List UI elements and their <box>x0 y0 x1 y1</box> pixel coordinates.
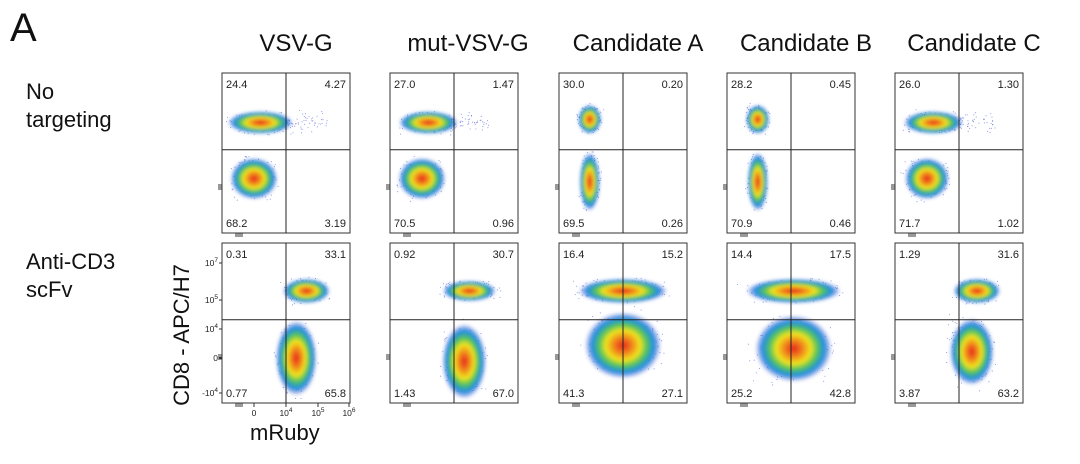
quadrant-percent-upper-right: 0.20 <box>662 79 683 91</box>
y-tick-label: 104 <box>205 323 218 334</box>
quadrant-percent-lower-left: 68.2 <box>226 218 247 230</box>
flow-plot-panel: 27.0 1.47 70.5 0.96 <box>386 72 519 237</box>
y-tick-label: 107 <box>205 257 218 268</box>
quadrant-percent-lower-left: 41.3 <box>563 388 584 400</box>
quadrant-percent-upper-left: 26.0 <box>899 79 920 91</box>
quadrant-percent-upper-right: 33.1 <box>325 249 346 261</box>
flow-plot-panel: 1.29 31.6 3.87 63.2 <box>891 242 1024 407</box>
quadrant-percent-upper-right: 31.6 <box>998 249 1019 261</box>
quadrant-percent-upper-right: 15.2 <box>662 249 683 261</box>
row-label-anti-cd3: Anti-CD3 scFv <box>26 248 115 304</box>
column-title-candidate-c: Candidate C <box>907 30 1041 57</box>
quadrant-percent-lower-right: 67.0 <box>493 388 514 400</box>
quadrant-percent-upper-right: 30.7 <box>493 249 514 261</box>
flow-plot-panel: 24.4 4.27 68.2 3.19 <box>218 72 351 237</box>
quadrant-percent-lower-right: 63.2 <box>998 388 1019 400</box>
quadrant-percent-upper-left: 28.2 <box>731 79 752 91</box>
flow-plot-panel: 28.2 0.45 70.9 0.46 <box>723 72 856 237</box>
quadrant-percent-lower-right: 0.96 <box>493 218 514 230</box>
quadrant-percent-upper-right: 17.5 <box>830 249 851 261</box>
quadrant-percent-lower-right: 0.26 <box>662 218 683 230</box>
quadrant-percent-upper-right: 1.30 <box>998 79 1019 91</box>
flow-plot-panel: 26.0 1.30 71.7 1.02 <box>891 72 1024 237</box>
quadrant-percent-upper-left: 0.31 <box>226 249 247 261</box>
row-label-line: No <box>26 79 55 104</box>
quadrant-percent-lower-left: 70.5 <box>394 218 415 230</box>
quadrant-percent-upper-left: 1.29 <box>899 249 920 261</box>
quadrant-percent-lower-right: 65.8 <box>325 388 346 400</box>
column-title-mut-vsvg: mut-VSV-G <box>407 30 529 57</box>
x-tick-label: 106 <box>342 407 355 418</box>
quadrant-percent-upper-left: 16.4 <box>563 249 584 261</box>
quadrant-percent-lower-left: 70.9 <box>731 218 752 230</box>
row-label-line: targeting <box>26 107 112 132</box>
flow-plot-panel: 30.0 0.20 69.5 0.26 <box>555 72 688 237</box>
row-label-no-targeting: No targeting <box>26 78 112 134</box>
quadrant-percent-upper-left: 27.0 <box>394 79 415 91</box>
quadrant-percent-lower-right: 1.02 <box>998 218 1019 230</box>
y-tick-label: -104 <box>202 387 218 398</box>
y-tick-label: 0 <box>213 353 218 363</box>
quadrant-percent-lower-left: 69.5 <box>563 218 584 230</box>
quadrant-percent-upper-right: 1.47 <box>493 79 514 91</box>
quadrant-percent-upper-left: 14.4 <box>731 249 752 261</box>
quadrant-percent-lower-right: 3.19 <box>325 218 346 230</box>
column-title-vsvg: VSV-G <box>259 30 333 57</box>
row-label-line: scFv <box>26 277 73 302</box>
column-title-candidate-a: Candidate A <box>572 30 704 57</box>
quadrant-percent-upper-left: 0.92 <box>394 249 415 261</box>
quadrant-percent-upper-right: 0.45 <box>830 79 851 91</box>
flow-plot-panel: 0.31 33.1 0.77 65.8 <box>218 242 351 407</box>
row-label-line: Anti-CD3 <box>26 249 116 274</box>
quadrant-percent-lower-right: 27.1 <box>662 388 683 400</box>
quadrant-percent-upper-right: 4.27 <box>325 79 346 91</box>
quadrant-percent-lower-left: 3.87 <box>899 388 920 400</box>
quadrant-percent-lower-left: 0.77 <box>226 388 247 400</box>
flow-plot-panel: 16.4 15.2 41.3 27.1 <box>555 242 688 407</box>
flow-plot-panel: 14.4 17.5 25.2 42.8 <box>723 242 856 407</box>
panel-label: A <box>10 6 37 50</box>
quadrant-percent-lower-right: 0.46 <box>830 218 851 230</box>
x-axis-label: mRuby <box>250 420 320 445</box>
quadrant-percent-lower-left: 1.43 <box>394 388 415 400</box>
y-tick-label: 105 <box>205 294 218 305</box>
x-tick-label: 105 <box>311 407 324 418</box>
quadrant-percent-upper-left: 24.4 <box>226 79 247 91</box>
quadrant-percent-lower-right: 42.8 <box>830 388 851 400</box>
quadrant-percent-lower-left: 71.7 <box>899 218 920 230</box>
x-tick-label: 104 <box>279 407 292 418</box>
quadrant-percent-upper-left: 30.0 <box>563 79 584 91</box>
column-title-candidate-b: Candidate B <box>739 30 873 57</box>
quadrant-percent-lower-left: 25.2 <box>731 388 752 400</box>
x-tick-label: 0 <box>252 408 257 418</box>
flow-plot-panel: 0.92 30.7 1.43 67.0 <box>386 242 519 407</box>
